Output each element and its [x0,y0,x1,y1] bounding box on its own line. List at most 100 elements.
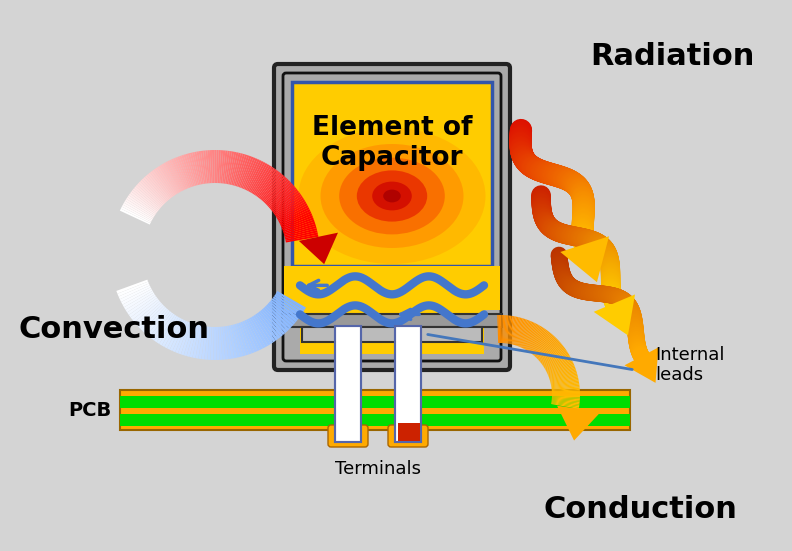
Polygon shape [532,332,550,355]
Polygon shape [169,320,186,351]
Polygon shape [270,187,296,209]
Polygon shape [275,293,304,312]
Polygon shape [257,312,278,341]
Polygon shape [550,372,577,381]
Polygon shape [154,169,174,197]
Polygon shape [552,397,580,399]
Polygon shape [129,296,157,317]
Polygon shape [543,350,567,366]
Polygon shape [122,204,152,222]
Polygon shape [167,319,184,350]
Polygon shape [163,163,181,192]
Polygon shape [198,326,206,359]
Polygon shape [531,331,550,354]
Polygon shape [201,150,207,183]
FancyBboxPatch shape [328,425,368,447]
Polygon shape [256,169,277,197]
Polygon shape [190,153,200,185]
Polygon shape [551,401,580,406]
Polygon shape [238,156,251,187]
Polygon shape [196,326,204,359]
Polygon shape [143,307,167,333]
Polygon shape [276,198,304,217]
Polygon shape [255,314,276,342]
Polygon shape [240,156,253,188]
Polygon shape [234,324,246,356]
Polygon shape [148,172,170,199]
Polygon shape [243,158,257,189]
Polygon shape [251,164,269,193]
Polygon shape [625,347,658,383]
Polygon shape [552,397,580,401]
Bar [282,314,502,327]
Polygon shape [552,398,580,402]
Polygon shape [257,170,279,198]
Bar [335,326,361,442]
Polygon shape [265,179,289,204]
Polygon shape [244,159,260,190]
Polygon shape [125,199,154,218]
Polygon shape [249,162,265,192]
Polygon shape [513,317,521,345]
Polygon shape [140,180,165,204]
Polygon shape [227,152,234,184]
Polygon shape [139,181,164,206]
Polygon shape [210,150,213,183]
Polygon shape [269,301,295,325]
Text: Convection: Convection [18,316,209,344]
Polygon shape [552,390,580,393]
Polygon shape [140,306,166,331]
Polygon shape [281,213,312,228]
Polygon shape [551,379,579,386]
Polygon shape [147,310,170,337]
Bar [398,423,420,441]
Polygon shape [549,368,576,378]
Bar [120,396,630,408]
Polygon shape [126,197,155,217]
Polygon shape [199,151,205,184]
Text: Internal
leads: Internal leads [655,345,725,385]
Polygon shape [222,150,227,183]
Polygon shape [117,282,149,296]
Polygon shape [162,317,181,347]
Polygon shape [175,157,189,188]
Polygon shape [196,152,204,184]
Polygon shape [271,188,298,210]
Polygon shape [286,235,318,242]
Polygon shape [175,322,189,353]
Polygon shape [268,183,293,207]
Polygon shape [152,170,173,197]
Polygon shape [537,339,558,359]
Polygon shape [285,230,318,240]
Ellipse shape [372,182,412,210]
Polygon shape [551,403,579,409]
Polygon shape [178,322,192,354]
Polygon shape [499,315,500,343]
Polygon shape [143,177,167,202]
Polygon shape [530,329,547,353]
Polygon shape [279,207,310,224]
Polygon shape [546,357,571,371]
Polygon shape [230,152,238,185]
Polygon shape [276,199,305,218]
Polygon shape [273,194,302,214]
Text: Element of
Capacitor: Element of Capacitor [312,115,472,171]
Polygon shape [511,317,519,344]
Polygon shape [150,311,172,339]
Polygon shape [502,315,505,343]
Polygon shape [525,325,540,350]
Polygon shape [547,361,573,374]
Polygon shape [299,233,338,264]
Polygon shape [544,352,569,368]
Polygon shape [267,182,292,206]
Polygon shape [550,375,577,383]
Polygon shape [205,150,210,183]
Polygon shape [227,326,234,359]
Polygon shape [259,171,280,199]
Polygon shape [179,155,192,187]
Polygon shape [536,338,557,359]
Polygon shape [120,209,150,225]
Polygon shape [546,356,570,370]
Polygon shape [546,359,572,372]
Polygon shape [220,327,226,360]
